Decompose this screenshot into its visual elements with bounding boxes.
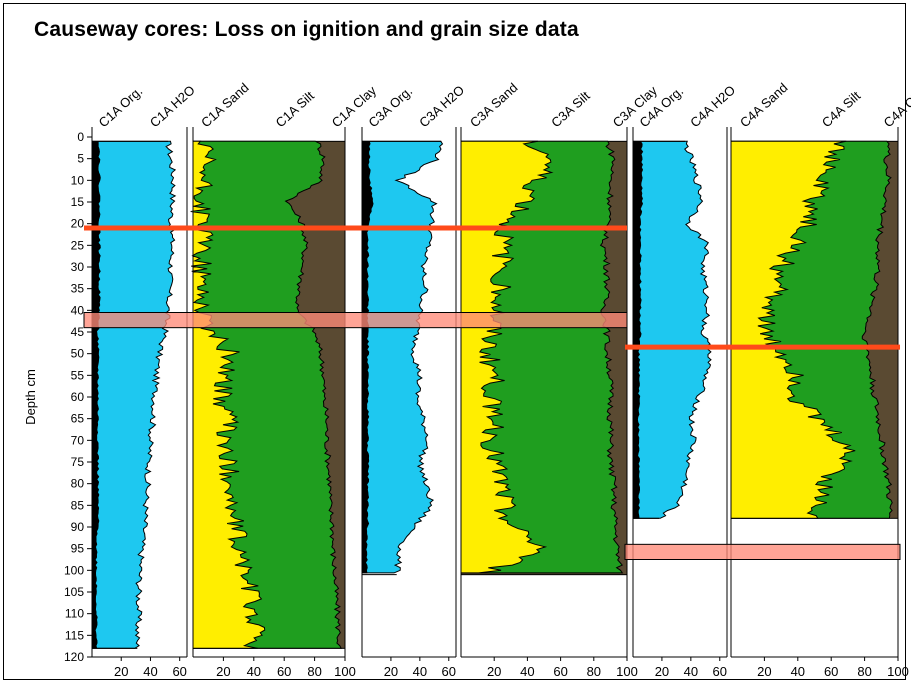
x-tick-label: 80 [587,664,601,679]
depth-tick-label: 0 [77,130,84,144]
depth-tick-label: 35 [71,282,85,296]
depth-tick-label: 40 [71,303,85,317]
depth-tick-label: 85 [71,498,85,512]
depth-tick-label: 60 [71,390,85,404]
x-tick-label: 100 [887,664,909,679]
marker-band [624,543,901,560]
x-tick-label: 20 [757,664,771,679]
marker-band [83,312,628,329]
x-tick-label: 100 [334,664,356,679]
series-label: C3A Silt [548,88,593,130]
x-tick-label: 60 [442,664,456,679]
depth-tick-label: 75 [71,455,85,469]
x-tick-label: 40 [684,664,698,679]
x-tick-label: 60 [277,664,291,679]
x-tick-label: 60 [713,664,727,679]
x-tick-label: 20 [487,664,501,679]
series-label: C4A Clay [881,82,911,130]
depth-tick-label: 105 [64,585,84,599]
depth-tick-label: 65 [71,412,85,426]
depth-axis: 0 5 10 15 20 25 30 35 40 45 50 55 60 65 70 75 80 85 90 95 10… [23,130,93,664]
x-tick-label: 40 [791,664,805,679]
depth-tick-label: 25 [71,238,85,252]
depth-axis-label: Depth cm [23,369,38,425]
series-label: C4A Sand [737,80,791,130]
x-tick-label: 60 [172,664,186,679]
panel-c1a-loss-on-ignition: 20 40 60 C1A Org. C1A H2O [91,82,198,679]
x-tick-label: 80 [307,664,321,679]
x-tick-label: 40 [413,664,427,679]
x-tick-label: 20 [655,664,669,679]
depth-tick-label: 45 [71,325,85,339]
depth-tick-label: 115 [65,628,84,642]
water-area [91,140,177,649]
series-label: C4A H2O [687,82,738,130]
x-tick-label: 60 [553,664,567,679]
x-tick-label: 40 [520,664,534,679]
depth-tick-label: 120 [64,650,84,664]
panel-c4a-grain-size: 20 40 60 80 100 C4A Sand C4A Silt C4A Clay [730,80,911,679]
series-label: C1A Sand [198,80,252,130]
depth-tick-label: 80 [71,477,85,491]
x-tick-label: 80 [857,664,871,679]
depth-tick-label: 30 [71,260,85,274]
depth-tick-label: 5 [77,152,84,166]
water-area [361,140,444,574]
x-tick-label: 60 [824,664,838,679]
depth-tick-label: 95 [71,542,85,556]
series-label: C1A H2O [147,82,198,130]
series-label: C1A Org. [96,83,146,130]
x-tick-label: 20 [216,664,230,679]
water-area [632,140,712,519]
depth-tick-label: 100 [64,563,84,577]
depth-tick-label: 55 [71,368,85,382]
series-label: C3A H2O [416,82,467,130]
depth-tick-label: 15 [71,195,85,209]
depth-tick-label: 20 [71,217,85,231]
depth-tick-label: 50 [71,347,85,361]
x-tick-label: 40 [143,664,157,679]
series-label: C3A Sand [467,80,521,130]
x-tick-label: 20 [384,664,398,679]
series-label: C1A Silt [273,88,318,130]
x-tick-label: 20 [114,664,128,679]
depth-tick-label: 70 [71,433,85,447]
x-tick-label: 100 [616,664,638,679]
series-label: C4A Silt [819,88,864,130]
depth-tick-label: 90 [71,520,85,534]
chart-title: Causeway cores: Loss on ignition and gra… [34,18,579,41]
x-tick-label: 40 [247,664,261,679]
depth-tick-label: 110 [65,607,84,621]
depth-tick-label: 10 [71,173,85,187]
